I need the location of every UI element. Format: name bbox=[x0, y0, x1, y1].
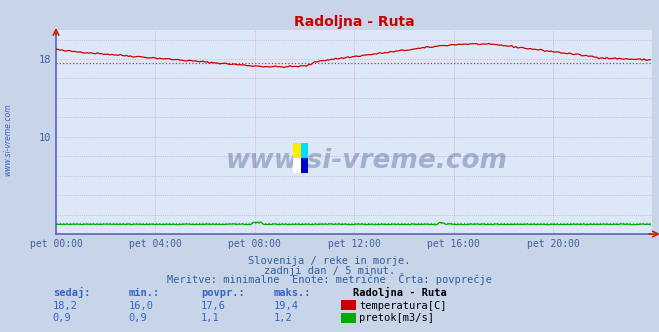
Text: Radoljna - Ruta: Radoljna - Ruta bbox=[353, 287, 446, 298]
Text: 18,2: 18,2 bbox=[53, 301, 78, 311]
Text: Meritve: minimalne  Enote: metrične  Črta: povprečje: Meritve: minimalne Enote: metrične Črta:… bbox=[167, 273, 492, 285]
Text: 0,9: 0,9 bbox=[53, 313, 71, 323]
Text: 1,1: 1,1 bbox=[201, 313, 219, 323]
Text: sedaj:: sedaj: bbox=[53, 287, 90, 298]
Text: pretok[m3/s]: pretok[m3/s] bbox=[359, 313, 434, 323]
Text: 19,4: 19,4 bbox=[273, 301, 299, 311]
Text: Slovenija / reke in morje.: Slovenija / reke in morje. bbox=[248, 256, 411, 266]
Text: temperatura[C]: temperatura[C] bbox=[359, 301, 447, 311]
Text: min.:: min.: bbox=[129, 288, 159, 298]
Title: Radoljna - Ruta: Radoljna - Ruta bbox=[294, 15, 415, 29]
Text: 16,0: 16,0 bbox=[129, 301, 154, 311]
Text: 1,2: 1,2 bbox=[273, 313, 292, 323]
Text: zadnji dan / 5 minut.: zadnji dan / 5 minut. bbox=[264, 266, 395, 276]
Text: maks.:: maks.: bbox=[273, 288, 311, 298]
Text: www.si-vreme.com: www.si-vreme.com bbox=[225, 148, 507, 174]
Text: 17,6: 17,6 bbox=[201, 301, 226, 311]
Text: povpr.:: povpr.: bbox=[201, 288, 244, 298]
Text: 0,9: 0,9 bbox=[129, 313, 147, 323]
Text: www.si-vreme.com: www.si-vreme.com bbox=[3, 103, 13, 176]
